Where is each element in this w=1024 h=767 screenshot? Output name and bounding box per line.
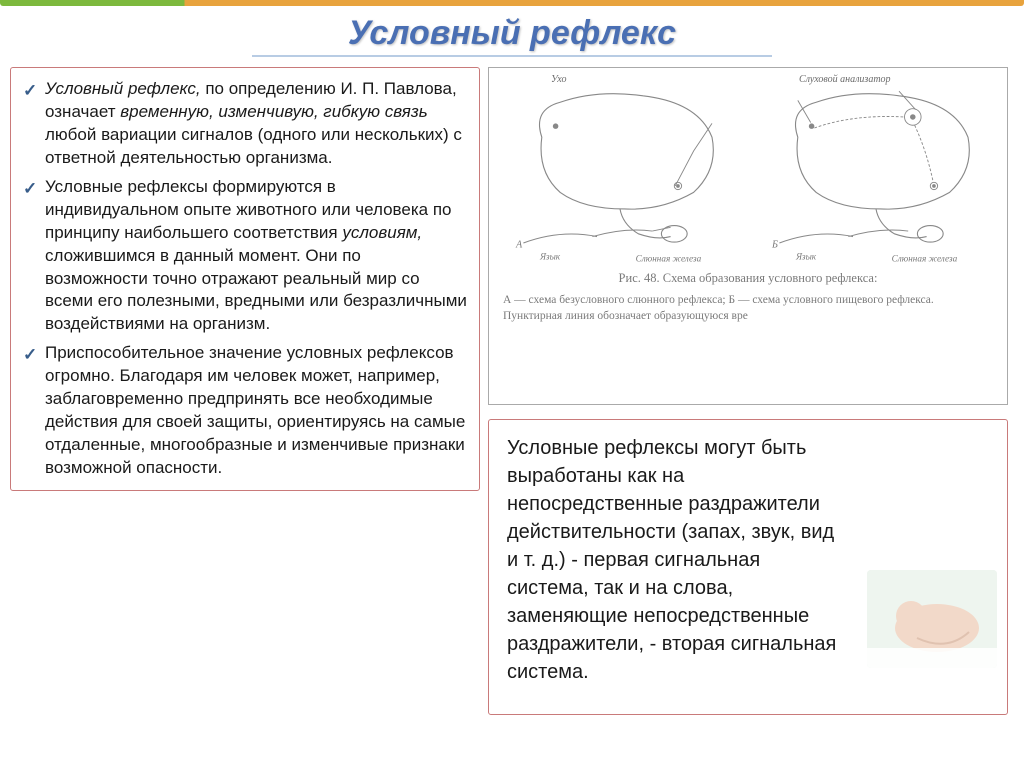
bullet-2: ✓ Условные рефлексы формируются в индиви…: [23, 176, 467, 337]
page-title: Условный рефлекс: [348, 14, 676, 53]
brain-b-svg: Б Язык Слюнная железа: [753, 82, 999, 266]
brain-b: Б Язык Слюнная железа: [753, 82, 999, 266]
bullet-3: ✓ Приспособительное значение условных ре…: [23, 342, 467, 480]
svg-text:Язык: Язык: [539, 252, 561, 262]
diagram-box: Ухо Слуховой анализатор: [488, 67, 1008, 405]
baby-image: [867, 570, 997, 668]
right-column: Ухо Слуховой анализатор: [488, 67, 1008, 725]
svg-text:Язык: Язык: [795, 252, 817, 262]
svg-text:Б: Б: [771, 240, 778, 251]
fig-title: Рис. 48. Схема образования условного реф…: [503, 270, 993, 288]
content-row: ✓ Условный рефлекс, по определению И. П.…: [0, 63, 1024, 725]
diagram-caption: Рис. 48. Схема образования условного реф…: [497, 266, 999, 324]
brain-a-svg: А Язык Слюнная железа: [497, 82, 743, 266]
bullet-2-text: Условные рефлексы формируются в индивиду…: [45, 176, 467, 337]
title-underline: [252, 55, 772, 57]
svg-text:Слюнная железа: Слюнная железа: [892, 253, 958, 263]
bullet-3-text: Приспособительное значение условных рефл…: [45, 342, 467, 480]
title-wrap: Условный рефлекс: [0, 6, 1024, 63]
svg-text:Слюнная железа: Слюнная железа: [636, 253, 702, 263]
left-text-box: ✓ Условный рефлекс, по определению И. П.…: [10, 67, 480, 491]
brain-a: А Язык Слюнная железа: [497, 82, 743, 266]
brain-pair: А Язык Слюнная железа: [497, 76, 999, 266]
bullet-1: ✓ Условный рефлекс, по определению И. П.…: [23, 78, 467, 170]
svg-text:А: А: [515, 240, 523, 251]
right-text-box: Условные рефлексы могут быть выработаны …: [488, 419, 1008, 715]
fig-sub: А — схема безусловного слюнного рефлекса…: [503, 288, 993, 324]
check-icon: ✓: [23, 342, 45, 367]
left-column: ✓ Условный рефлекс, по определению И. П.…: [10, 67, 480, 725]
check-icon: ✓: [23, 176, 45, 201]
check-icon: ✓: [23, 78, 45, 103]
bullet-1-text: Условный рефлекс, по определению И. П. П…: [45, 78, 467, 170]
